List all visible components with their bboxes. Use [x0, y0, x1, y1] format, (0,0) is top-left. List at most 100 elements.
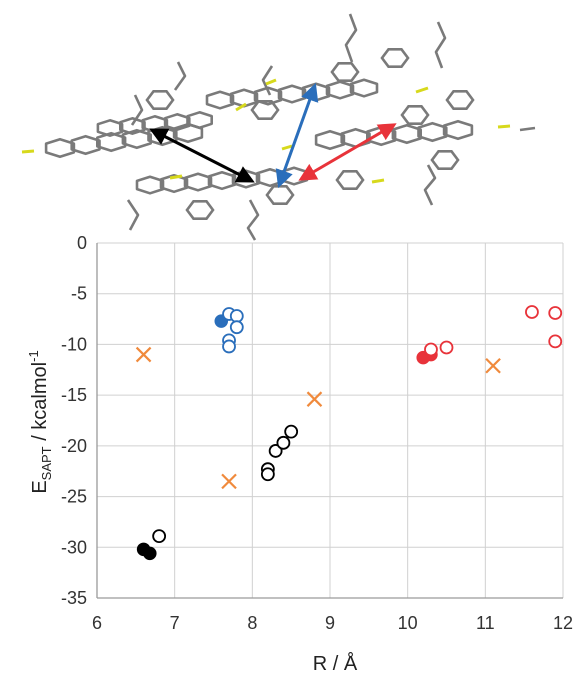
ring-bond — [442, 119, 474, 141]
grid-lines — [96, 242, 564, 599]
y-axis-label-main: E — [29, 480, 51, 493]
y-tick-label: -30 — [61, 537, 87, 557]
ring-bond — [135, 175, 165, 195]
x-tick-label: 7 — [170, 613, 180, 633]
data-point-open — [548, 306, 563, 320]
alkyl-chain — [130, 94, 144, 126]
ring-bond — [44, 137, 76, 159]
sulfur-bond — [371, 178, 385, 184]
ring-bond — [325, 80, 355, 100]
sulfur-bond — [169, 174, 183, 180]
scatter-plot: 6 7 8 9 10 11 12 0 -5 -10 -15 -20 -25 -30 -35 — [61, 233, 573, 633]
ring-bond — [70, 134, 101, 156]
data-point-open — [260, 467, 275, 482]
blue-distance-arrow — [275, 82, 319, 189]
sulfur-bond — [497, 124, 511, 129]
sulfur-bond — [21, 149, 35, 154]
ring-bond — [417, 121, 448, 143]
y-axis-label-units: / kcalmol — [29, 362, 51, 446]
alkyl-chain — [344, 13, 358, 63]
ring-bond — [96, 119, 124, 137]
data-point-cross — [485, 357, 501, 374]
y-tick-label: -10 — [61, 334, 87, 354]
data-point-open — [284, 424, 299, 439]
acene-fragment — [314, 119, 474, 151]
x-tick-label: 11 — [476, 613, 495, 633]
y-tick-label: 0 — [77, 233, 87, 253]
ring-bond — [366, 125, 397, 147]
data-point-cross — [221, 473, 237, 490]
phenyl-ring — [145, 90, 175, 110]
alkyl-chain — [519, 126, 536, 132]
y-tick-label: -5 — [71, 284, 87, 304]
y-axis-label-sup: -1 — [26, 350, 41, 362]
ring-bond — [314, 129, 346, 151]
data-point-open — [152, 529, 167, 544]
cross-stroke — [306, 391, 323, 407]
ring-bond — [255, 168, 285, 188]
red-distance-arrow — [298, 123, 397, 181]
sulfur-bond — [235, 102, 247, 112]
alkyl-chain — [434, 21, 447, 69]
data-points — [135, 305, 563, 561]
ring-bond — [277, 84, 307, 104]
x-tick-label: 9 — [325, 613, 335, 633]
data-point-open — [548, 334, 563, 349]
phenyl-ring — [185, 200, 215, 220]
data-point-open — [268, 444, 283, 458]
cross-stroke — [135, 346, 152, 363]
data-point-open — [276, 435, 291, 450]
data-point-open — [222, 339, 236, 354]
y-tick-label: -35 — [61, 588, 87, 608]
alkyl-chain — [173, 61, 187, 91]
phenyl-ring — [380, 48, 410, 68]
phenyl-ring — [445, 90, 475, 110]
data-point-cross — [306, 391, 323, 407]
alkyl-chain — [246, 199, 260, 241]
phenyl-ring — [250, 100, 280, 120]
alkyl-chain — [261, 65, 274, 96]
alkyl-chain — [423, 164, 437, 206]
ring-bond — [207, 171, 237, 191]
y-axis-label: ESAPT / kcalmol-1 — [26, 350, 54, 493]
x-tick-label: 10 — [398, 613, 418, 633]
x-axis-label: R / Å — [313, 652, 358, 675]
data-point-open — [525, 305, 539, 319]
ring-bond — [186, 111, 213, 129]
cross-stroke — [221, 473, 237, 490]
molecule-structure-image — [21, 13, 536, 241]
data-point-open — [439, 340, 454, 355]
x-tick-label: 12 — [553, 613, 573, 633]
data-point-open — [229, 320, 244, 335]
ring-bond — [349, 78, 379, 98]
phenyl-ring — [335, 170, 365, 190]
x-tick-label: 6 — [92, 613, 102, 633]
phenyl-ring — [265, 185, 295, 205]
ring-bond — [205, 90, 235, 110]
acene-fragment — [205, 78, 379, 110]
ring-bond — [183, 172, 213, 192]
phenyl-ring — [330, 62, 360, 82]
phenyl-ring — [430, 150, 460, 170]
sulfur-bond — [415, 86, 429, 94]
y-axis-label-sub: SAPT — [39, 446, 54, 480]
data-point-filled — [143, 546, 157, 561]
alkyl-chain — [126, 199, 140, 231]
sulfur-bond — [281, 144, 293, 151]
cross-stroke — [485, 357, 501, 374]
data-point-cross — [135, 346, 152, 363]
plot-axes — [96, 243, 563, 599]
x-tick-label: 8 — [247, 613, 257, 633]
y-tick-label: -20 — [61, 436, 87, 456]
x-tick-labels: 6 7 8 9 10 11 12 — [92, 613, 573, 633]
data-point-open — [424, 342, 438, 357]
ring-bond — [301, 82, 331, 102]
ring-bond — [119, 117, 146, 135]
data-point-open — [229, 309, 244, 323]
ring-bond — [340, 127, 371, 149]
y-tick-label: -15 — [61, 385, 87, 405]
phenyl-ring — [400, 105, 430, 125]
y-tick-label: -25 — [61, 487, 87, 507]
ring-bond — [391, 123, 422, 145]
